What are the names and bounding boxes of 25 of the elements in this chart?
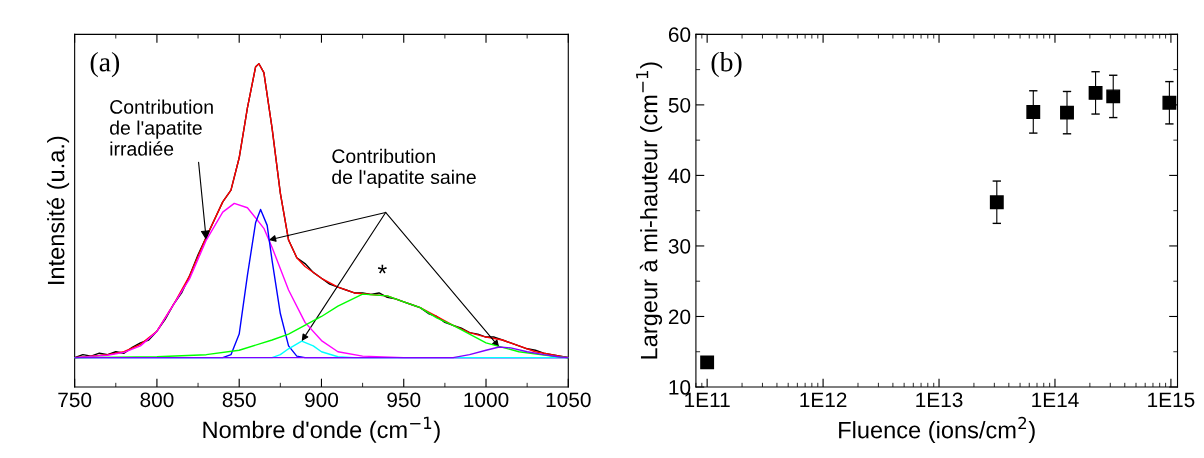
x-tick-label: 750: [58, 392, 92, 408]
y-tick-label: 40: [668, 168, 691, 184]
x-axis-title: Nombre d'onde (cm$^{−1}$): [203, 416, 440, 443]
y-tick-label: 30: [668, 238, 691, 254]
annotation: Contribution de l'apatite saine: [332, 148, 476, 188]
y-axis-title: Intensité (u.a.): [46, 136, 70, 284]
x-tick-label: 950: [387, 392, 421, 408]
x-tick-label: 900: [305, 392, 339, 408]
x-tick-label: 800: [140, 392, 174, 408]
x-axis-title: Fluence (ions/cm$^{2}$): [839, 416, 1035, 444]
x-tick-label: 1000: [464, 392, 509, 408]
y-axis-title: Largeur à mi-hauteur (cm$^{−1}$): [636, 62, 663, 359]
x-tick-label: 1E12: [800, 392, 847, 407]
x-tick-label: 1E14: [1032, 392, 1079, 407]
annotation: Contribution de l'apatite irradiée: [110, 99, 213, 156]
x-tick-label: 1E15: [1148, 392, 1195, 408]
x-tick-label: 850: [222, 392, 256, 408]
annotation: *: [377, 264, 387, 274]
annotation: (a): [90, 51, 120, 78]
x-tick-label: 1E13: [916, 392, 963, 408]
y-tick-label: 60: [668, 27, 691, 43]
y-tick-label: 50: [668, 97, 691, 113]
y-tick-label: 20: [668, 309, 691, 325]
x-tick-label: 1050: [546, 392, 591, 408]
annotation: (b): [711, 51, 742, 78]
